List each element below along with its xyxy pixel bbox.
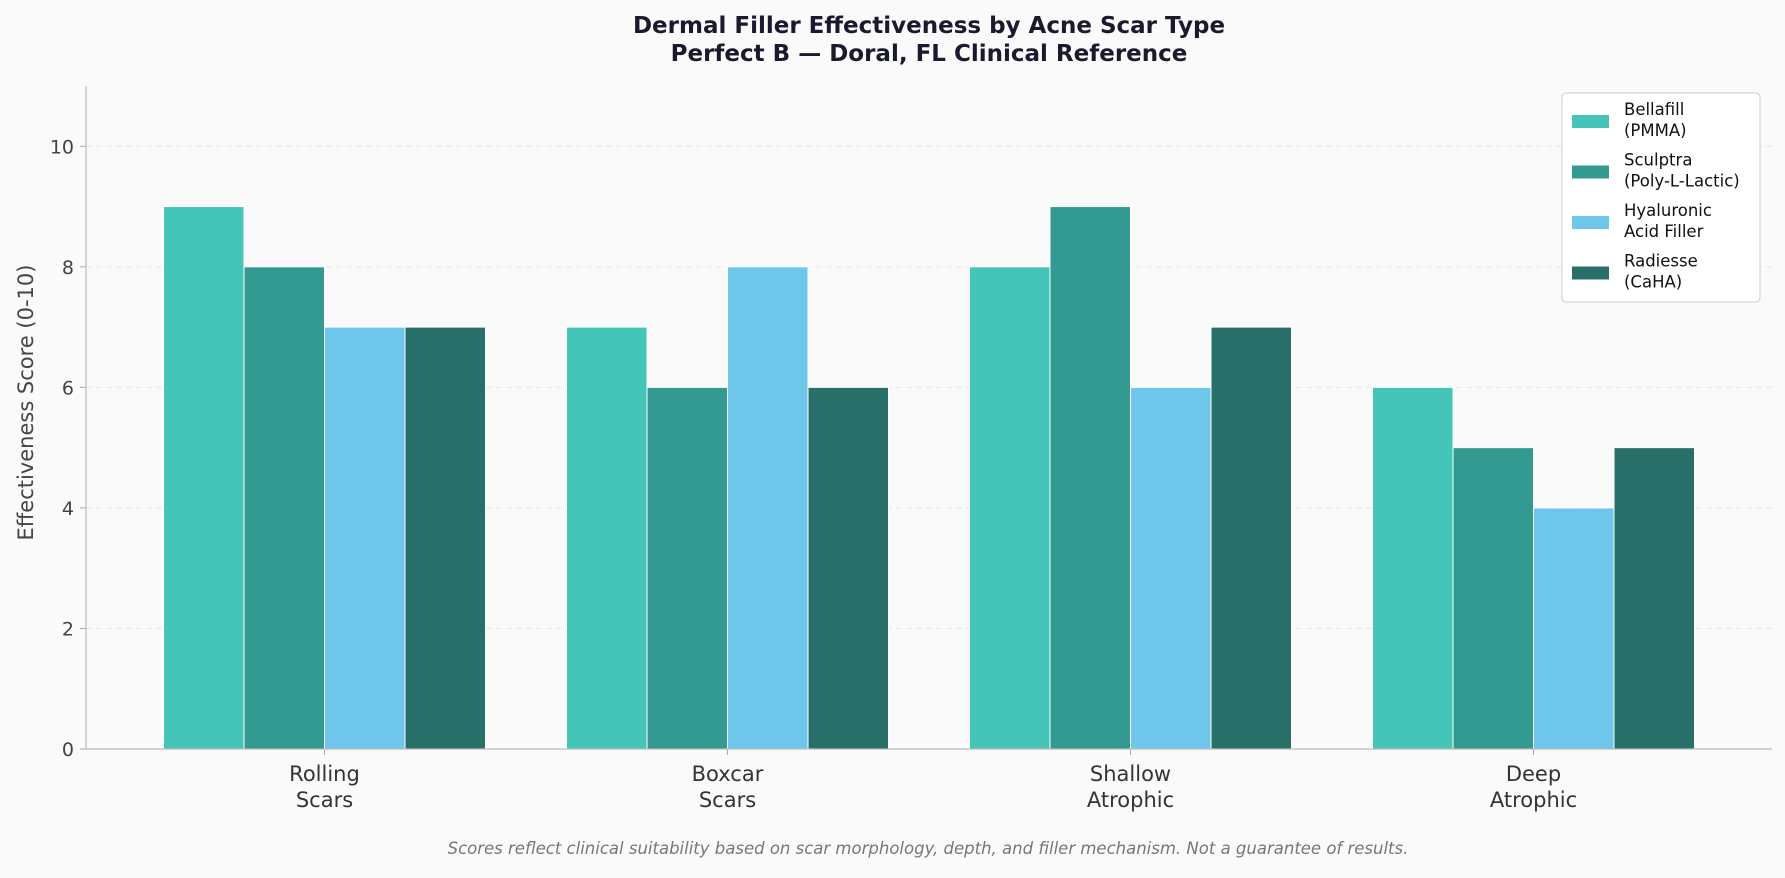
footnote: Scores reflect clinical suitability base… <box>448 839 1409 858</box>
bar <box>727 266 809 750</box>
y-tick-label: 10 <box>50 136 74 158</box>
bar <box>1210 326 1292 750</box>
bar <box>324 326 406 750</box>
axes <box>80 86 1772 755</box>
x-tick-label: Deep Atrophic <box>1490 762 1577 812</box>
legend-box <box>1561 92 1761 303</box>
tick-labels: 0 2 4 6 8 10 Rolling Scars Boxcar Scars Shallow Atr… <box>50 136 1577 812</box>
legend-swatch <box>1572 115 1609 128</box>
bar <box>646 386 728 750</box>
y-tick-label: 6 <box>62 377 74 399</box>
bar <box>1452 447 1534 750</box>
chart-title: Dermal Filler Effectiveness by Acne Scar… <box>633 13 1225 67</box>
bar <box>1613 447 1695 750</box>
bar <box>807 386 889 750</box>
legend-swatch <box>1572 216 1609 229</box>
legend-label: Radiesse (CaHA) <box>1624 252 1698 292</box>
legend-label: Sculptra (Poly-L-Lactic) <box>1624 151 1740 191</box>
bar <box>1130 386 1212 750</box>
y-axis-label: Effectiveness Score (0-10) <box>14 265 38 541</box>
y-tick-label: 2 <box>62 618 74 640</box>
bar <box>566 326 648 750</box>
bar <box>243 266 325 750</box>
legend: Bellafill (PMMA) Sculptra (Poly-L-Lactic) Hy… <box>1561 92 1761 303</box>
bar <box>969 266 1051 750</box>
legend-label: Hyaluronic Acid Filler <box>1624 201 1712 241</box>
legend-swatch <box>1572 165 1609 179</box>
y-tick-label: 8 <box>62 257 74 279</box>
bar <box>404 326 486 750</box>
bars <box>163 206 1695 750</box>
chart-title-text: Dermal Filler Effectiveness by Acne Scar… <box>633 13 1225 67</box>
legend-label: Bellafill (PMMA) <box>1624 100 1687 140</box>
x-tick-label: Boxcar Scars <box>692 762 764 812</box>
x-tick-label: Rolling Scars <box>289 762 360 812</box>
x-tick-label: Shallow Atrophic <box>1087 762 1174 812</box>
y-tick-label: 0 <box>62 739 74 761</box>
bar <box>1372 386 1454 750</box>
bar <box>1049 206 1131 750</box>
y-tick-label: 4 <box>62 498 74 520</box>
legend-swatch <box>1572 266 1609 280</box>
bar <box>163 206 245 750</box>
bar <box>1533 507 1615 750</box>
